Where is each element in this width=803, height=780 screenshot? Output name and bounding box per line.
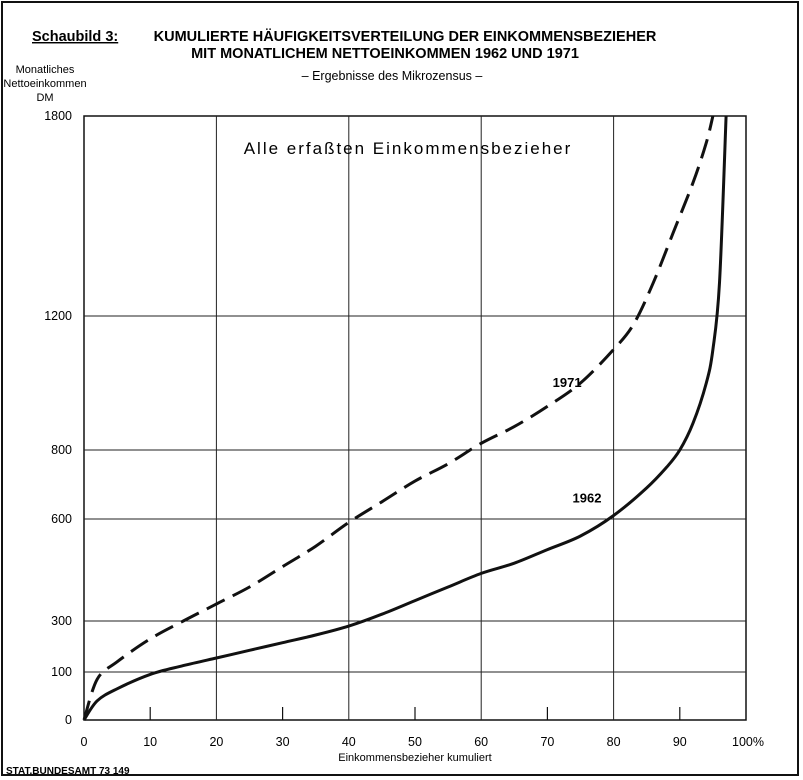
x-tick-label: 30 <box>276 735 290 749</box>
y-tick-label: 100 <box>51 665 72 679</box>
x-tick-label: 20 <box>209 735 223 749</box>
y-tick-label: 0 <box>65 713 72 727</box>
x-tick-label: 10 <box>143 735 157 749</box>
source-note: STAT.BUNDESAMT 73 149 <box>6 766 130 777</box>
grid-lines <box>84 116 746 720</box>
y-tick-label: 300 <box>51 614 72 628</box>
x-axis-label: Einkommensbezieher kumuliert <box>338 752 491 764</box>
chart-title-line2: MIT MONATLICHEM NETTOEINKOMMEN 1962 UND … <box>191 46 579 62</box>
series-label-1962: 1962 <box>573 490 602 505</box>
series-line-1962 <box>82 115 728 721</box>
y-tick-label: 1200 <box>44 309 72 323</box>
y-axis-label-line3: DM <box>36 92 53 104</box>
chart-annotation: Alle erfaßten Einkommensbezieher <box>244 139 573 158</box>
x-tick-label: 100% <box>732 735 764 749</box>
y-tick-label: 600 <box>51 512 72 526</box>
x-tick-label: 50 <box>408 735 422 749</box>
chart-subtitle: – Ergebnisse des Mikrozensus – <box>302 69 483 83</box>
x-tick-label: 90 <box>673 735 687 749</box>
series-layer <box>82 115 728 721</box>
x-tick-label: 40 <box>342 735 356 749</box>
series-line-1971 <box>82 115 715 721</box>
x-tick-label: 60 <box>474 735 488 749</box>
x-tick-label: 70 <box>540 735 554 749</box>
plot-area <box>83 115 747 721</box>
y-tick-label: 800 <box>51 443 72 457</box>
x-tick-label: 0 <box>81 735 88 749</box>
y-tick-label: 1800 <box>44 109 72 123</box>
y-axis-label-line1: Monatliches <box>16 64 75 76</box>
axis-ticks: 0 100 300 600 800 1200 1800 0 10 20 30 40 50 60 70 80 90… <box>44 109 764 749</box>
series-label-1971: 1971 <box>553 375 582 390</box>
chart-title-line1: KUMULIERTE HÄUFIGKEITSVERTEILUNG DER EIN… <box>154 28 657 45</box>
x-tick-label: 80 <box>607 735 621 749</box>
figure-label: Schaubild 3: <box>32 29 118 45</box>
y-axis-label-line2: Nettoeinkommen <box>3 78 86 90</box>
